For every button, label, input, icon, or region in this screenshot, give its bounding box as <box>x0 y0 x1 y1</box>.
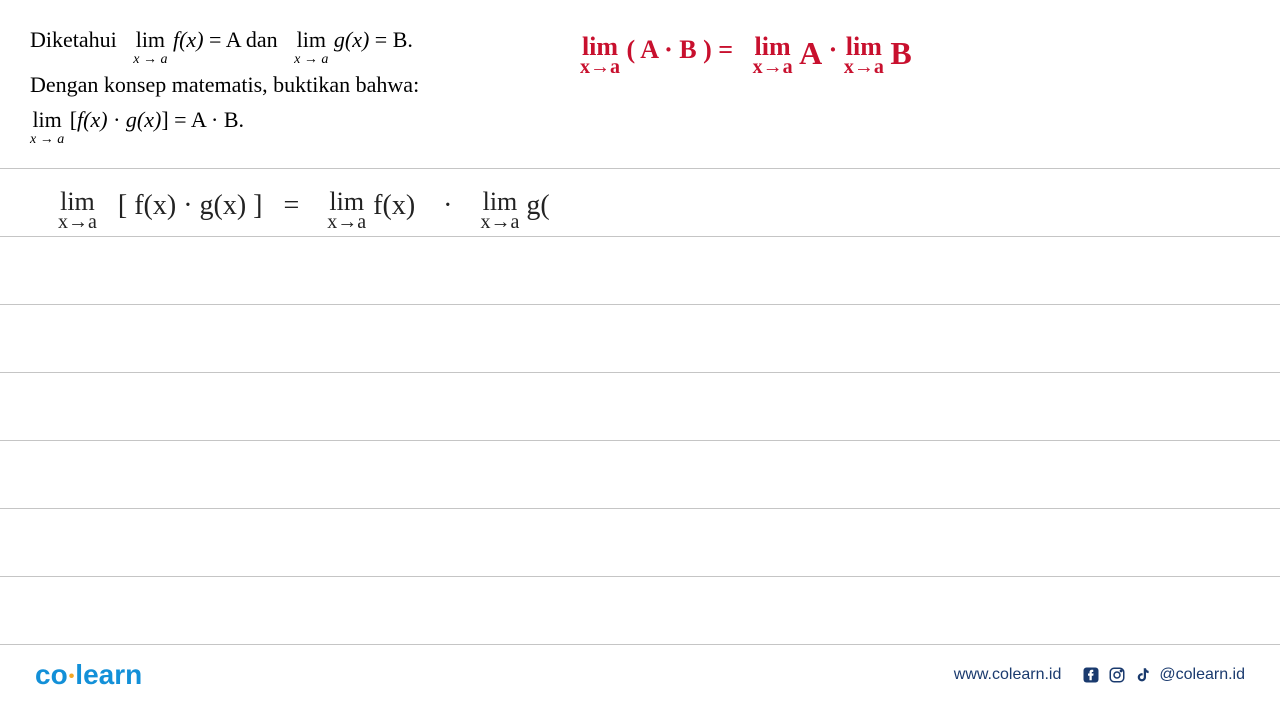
tiktok-icon <box>1133 665 1153 685</box>
ruled-lines-background <box>0 168 1280 712</box>
hw-black-dot: · <box>443 190 452 221</box>
ruled-line <box>0 576 1280 577</box>
footer-handle: @colearn.id <box>1159 666 1245 684</box>
hw-black-limit-3: lim x→a <box>480 190 519 231</box>
instagram-icon <box>1107 665 1127 685</box>
logo-post: learn <box>75 659 142 690</box>
logo-dot-icon: • <box>69 668 75 685</box>
problem-line-3: lim x → a [f(x) · g(x)] = A · B. <box>30 105 244 149</box>
hw-red-limit-2: lim x→a <box>753 35 793 76</box>
limit-expression-gx: lim x → a <box>294 25 328 69</box>
hw-red-limit-3: lim x→a <box>844 35 884 76</box>
hw-red-a: A <box>799 35 822 71</box>
text-eq-a: = A <box>209 27 246 52</box>
text-diketahui: Diketahui <box>30 27 117 52</box>
ruled-line <box>0 440 1280 441</box>
hw-red-limit-1: lim x→a <box>580 35 620 76</box>
ruled-line <box>0 236 1280 237</box>
problem-line-2: Dengan konsep matematis, buktikan bahwa: <box>30 70 419 101</box>
bracket-expression: [f(x) · g(x)] <box>70 107 174 132</box>
limit-expression-product: lim x → a <box>30 105 64 149</box>
social-icons: @colearn.id <box>1081 665 1245 685</box>
ruled-line <box>0 168 1280 169</box>
limit-expression-fx: lim x → a <box>133 25 167 69</box>
facebook-icon <box>1081 665 1101 685</box>
hw-black-bracket: [ f(x) · g(x) ] <box>118 190 263 221</box>
text-eq-ab: = A · B. <box>174 107 244 132</box>
hw-black-gc: g( <box>526 190 549 221</box>
ruled-line <box>0 508 1280 509</box>
text-fx: f(x) <box>173 27 204 52</box>
hw-black-fx: f(x) <box>373 190 415 221</box>
main-content: Diketahui lim x → a f(x) = A dan lim x →… <box>0 0 1280 720</box>
text-eq-b: = B. <box>375 27 413 52</box>
footer-url: www.colearn.id <box>954 666 1062 684</box>
footer: co•learn www.colearn.id @colearn.id <box>0 655 1280 695</box>
hw-black-limit-2: lim x→a <box>327 190 366 231</box>
logo-pre: co <box>35 659 68 690</box>
hw-black-limit-1: lim x→a <box>58 190 97 231</box>
hw-red-b: B <box>890 35 911 71</box>
footer-right: www.colearn.id @colearn.id <box>954 665 1245 685</box>
handwritten-red-equation: lim x→a ( A · B ) = lim x→a A · lim x→a … <box>580 35 912 76</box>
hw-red-ab-eq: ( A · B ) = <box>627 35 734 64</box>
text-gx: g(x) <box>334 27 369 52</box>
problem-line-1: Diketahui lim x → a f(x) = A dan lim x →… <box>30 25 413 69</box>
hw-black-eq: = <box>283 190 299 221</box>
handwritten-black-equation: lim x→a [ f(x) · g(x) ] = lim x→a f(x) ·… <box>58 190 550 231</box>
text-dan: dan <box>246 27 278 52</box>
logo: co•learn <box>35 659 142 691</box>
ruled-line <box>0 304 1280 305</box>
hw-red-dot: · <box>829 35 844 64</box>
ruled-line <box>0 372 1280 373</box>
ruled-line <box>0 644 1280 645</box>
